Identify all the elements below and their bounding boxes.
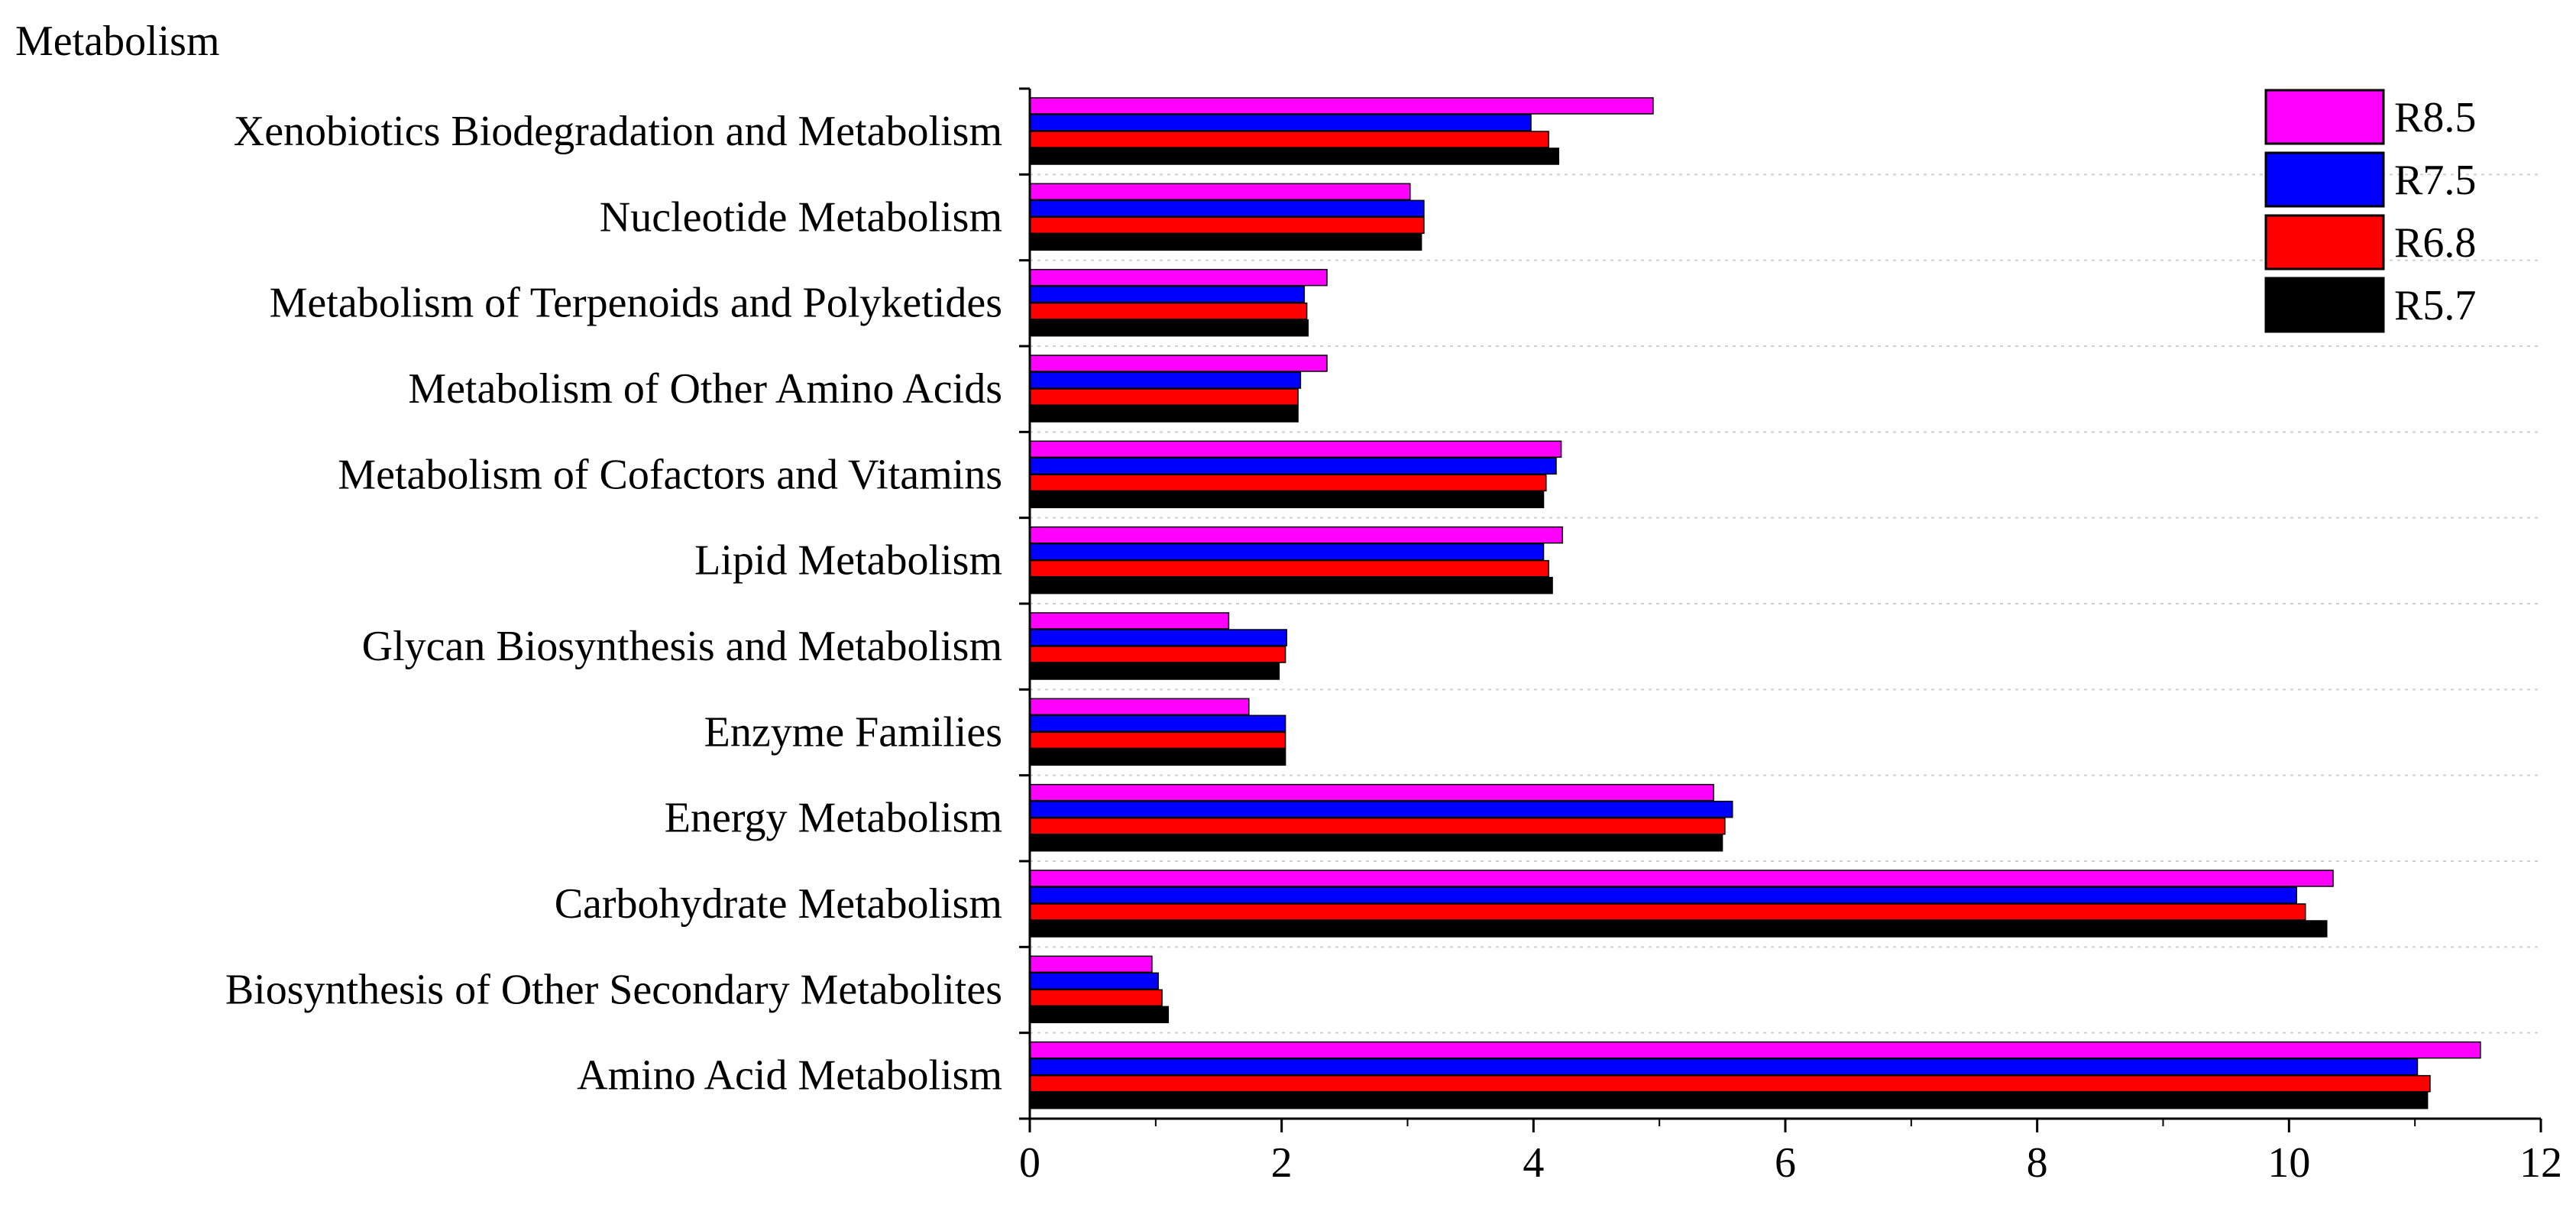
bar-r5-7 — [1029, 576, 1553, 594]
bar-r5-7 — [1029, 748, 1286, 766]
bar-r6-8 — [1029, 302, 1308, 320]
bar-r6-8 — [1029, 559, 1549, 578]
bar-r5-7 — [1029, 319, 1309, 337]
legend-label: R6.8 — [2394, 219, 2476, 267]
legend-label: R5.7 — [2394, 282, 2476, 329]
category-label: Metabolism of Terpenoids and Polyketides — [270, 280, 1002, 327]
bar-r7-5 — [1029, 285, 1306, 303]
bar-r6-8 — [1029, 989, 1163, 1007]
bar-r5-7 — [1029, 233, 1422, 251]
bar-r7-5 — [1029, 714, 1286, 733]
category-label: Carbohydrate Metabolism — [555, 880, 1002, 928]
bar-r8-5 — [1029, 612, 1230, 630]
bar-r6-8 — [1029, 1074, 2431, 1093]
bar-r5-7 — [1029, 1091, 2429, 1109]
category-label: Xenobiotics Biodegradation and Metabolis… — [234, 108, 1002, 155]
bar-r5-7 — [1029, 662, 1280, 680]
bar-r7-5 — [1029, 543, 1545, 561]
legend-swatch — [2264, 277, 2385, 333]
bar-r8-5 — [1029, 955, 1153, 973]
chart-title: Metabolism — [15, 18, 220, 65]
x-tick-label: 6 — [1775, 1139, 1796, 1187]
category-label: Amino Acid Metabolism — [577, 1052, 1002, 1100]
bar-r8-5 — [1029, 355, 1328, 372]
bar-r7-5 — [1029, 972, 1159, 990]
legend-swatch — [2264, 89, 2385, 145]
bar-r5-7 — [1029, 491, 1545, 509]
x-tick-label: 8 — [2027, 1139, 2048, 1187]
bar-r5-7 — [1029, 920, 2328, 938]
bar-r8-5 — [1029, 870, 2334, 887]
bar-r6-8 — [1029, 817, 1726, 835]
bar-r7-5 — [1029, 371, 1302, 389]
bar-r8-5 — [1029, 526, 1563, 544]
legend-label: R8.5 — [2394, 94, 2476, 141]
x-axis-ticks: 0 2 4 6 8 10 12 — [1019, 1119, 2562, 1187]
bar-r5-7 — [1029, 834, 1723, 852]
bar-r8-5 — [1029, 440, 1562, 458]
bar-r6-8 — [1029, 131, 1549, 148]
bar-r7-5 — [1029, 1058, 2419, 1076]
bar-r7-5 — [1029, 114, 1532, 131]
bar-r5-7 — [1029, 147, 1560, 165]
bar-r6-8 — [1029, 216, 1425, 235]
legend-swatch — [2264, 151, 2385, 208]
bar-r6-8 — [1029, 388, 1299, 406]
category-label: Metabolism of Cofactors and Vitamins — [338, 451, 1002, 498]
category-label: Glycan Biosynthesis and Metabolism — [362, 623, 1002, 670]
bar-r7-5 — [1029, 800, 1733, 818]
x-tick-label: 12 — [2519, 1139, 2562, 1187]
legend-label: R7.5 — [2394, 157, 2476, 204]
bar-r5-7 — [1029, 405, 1299, 423]
x-tick-label: 4 — [1523, 1139, 1544, 1187]
category-label: Energy Metabolism — [665, 795, 1002, 842]
x-tick-label: 0 — [1019, 1139, 1040, 1187]
bar-r8-5 — [1029, 97, 1654, 115]
bar-r8-5 — [1029, 1041, 2481, 1059]
bar-r7-5 — [1029, 886, 2297, 904]
x-tick-label: 10 — [2267, 1139, 2310, 1187]
category-labels: Xenobiotics Biodegradation and Metabolis… — [225, 108, 1002, 1100]
category-label: Nucleotide Metabolism — [600, 193, 1002, 241]
bar-r8-5 — [1029, 783, 1714, 802]
bar-r8-5 — [1029, 268, 1328, 287]
bar-r7-5 — [1029, 199, 1425, 218]
bar-r6-8 — [1029, 731, 1286, 750]
bar-r7-5 — [1029, 629, 1288, 646]
bar-r6-8 — [1029, 474, 1547, 492]
legend-swatch — [2264, 214, 2385, 270]
category-label: Lipid Metabolism — [694, 537, 1002, 585]
category-label: Enzyme Families — [704, 708, 1002, 756]
x-tick-label: 2 — [1271, 1139, 1293, 1187]
bar-r6-8 — [1029, 646, 1286, 663]
category-label: Biosynthesis of Other Secondary Metaboli… — [225, 966, 1002, 1013]
legend: R8.5 R7.5 R6.8 R5.7 — [2264, 89, 2476, 333]
bar-r8-5 — [1029, 183, 1411, 201]
bar-r6-8 — [1029, 903, 2306, 921]
bar-r5-7 — [1029, 1006, 1170, 1024]
bar-r7-5 — [1029, 457, 1557, 475]
bar-r8-5 — [1029, 698, 1250, 716]
category-label: Metabolism of Other Amino Acids — [408, 365, 1002, 413]
bars — [1029, 97, 2481, 1109]
